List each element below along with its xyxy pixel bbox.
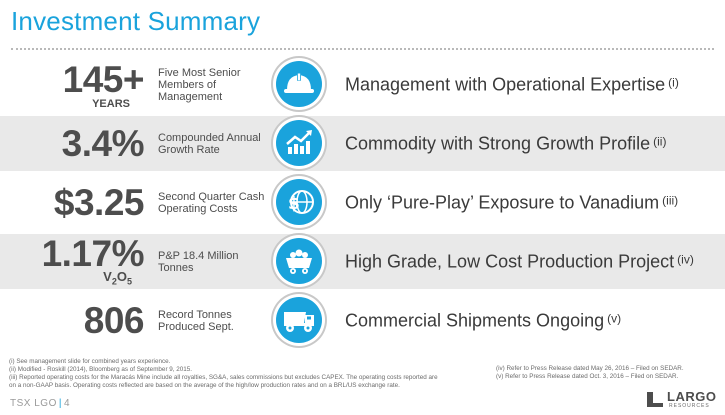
stat-block: 1.17% V2O5 xyxy=(0,233,150,289)
mine-cart-icon xyxy=(276,238,322,284)
footnote: on a non-GAAP basis. Operating costs ref… xyxy=(9,382,400,389)
unit-subscript-2: 2 xyxy=(111,277,117,287)
title-divider xyxy=(11,48,714,50)
row-headline: Management with Operational Expertise (i) xyxy=(345,74,679,95)
summary-rows: 145+ YEARS Five Most Senior Members of M… xyxy=(0,57,725,352)
stat-block: 806 xyxy=(0,293,150,348)
growth-chart-icon xyxy=(276,120,322,166)
hard-hat-icon xyxy=(276,61,322,107)
headline-text: Commercial Shipments Ongoing xyxy=(345,310,605,330)
row-headline: Only ‘Pure-Play’ Exposure to Vanadium (ii… xyxy=(345,192,678,213)
stat-description: Record Tonnes Produced Sept. xyxy=(158,308,234,333)
headline-text: Management with Operational Expertise xyxy=(345,74,666,94)
logo-wordmark: LARGO xyxy=(667,389,717,404)
footnotes-left: (i) See management slide for combined ye… xyxy=(9,358,484,390)
footnote: (iii) Reported operating costs for the M… xyxy=(9,374,438,381)
page-title: Investment Summary xyxy=(11,6,261,36)
footer-separator: | xyxy=(58,398,62,409)
unit-letter-o: O xyxy=(116,269,127,285)
dollar-globe-icon: $ xyxy=(276,179,322,225)
headline-text: Only ‘Pure-Play’ Exposure to Vanadium xyxy=(345,192,660,212)
row-headline: High Grade, Low Cost Production Project(… xyxy=(345,251,694,272)
stat-block: $3.25 xyxy=(0,175,150,230)
stat-value: 1.17% xyxy=(41,233,145,274)
unit-letter-v: V xyxy=(103,269,112,285)
stat-value: 145+ xyxy=(62,59,145,100)
summary-row-commodity: 3.4% Compounded Annual Growth Rate Commo… xyxy=(0,116,725,171)
headline-footnote-ref: (ii) xyxy=(653,134,667,148)
logo-subtitle: RESOURCES xyxy=(669,403,710,409)
footnote: (i) See management slide for combined ye… xyxy=(9,358,171,365)
footnotes-right: (iv) Refer to Press Release dated May 26… xyxy=(496,365,716,381)
stat-description: Compounded Annual Growth Rate xyxy=(158,131,261,156)
row-headline: Commercial Shipments Ongoing (v) xyxy=(345,310,621,331)
stat-block: 3.4% xyxy=(0,116,150,171)
stat-value: 806 xyxy=(83,300,145,341)
company-logo: LARGO RESOURCES xyxy=(645,387,717,411)
headline-text: High Grade, Low Cost Production Project xyxy=(345,251,675,271)
summary-row-shipments: 806 Record Tonnes Produced Sept. Commerc… xyxy=(0,293,725,348)
headline-footnote-ref: (iii) xyxy=(662,193,679,207)
stat-description: Five Most Senior Members of Management xyxy=(158,66,241,103)
footnote: (ii) Modified - Roskill (2014), Bloomber… xyxy=(9,366,193,373)
footnote: (iv) Refer to Press Release dated May 26… xyxy=(496,365,684,372)
haul-truck-icon xyxy=(276,297,322,343)
stat-value: $3.25 xyxy=(53,182,145,223)
headline-footnote-ref: (v) xyxy=(607,311,622,325)
stat-value: 3.4% xyxy=(61,123,145,164)
stat-unit: V2O5 xyxy=(103,269,132,287)
stat-description: Second Quarter Cash Operating Costs xyxy=(158,190,265,215)
stat-unit: YEARS xyxy=(92,98,130,110)
stat-description: P&P 18.4 Million Tonnes xyxy=(158,249,239,274)
logo-mark-icon xyxy=(647,392,663,407)
svg-text:$: $ xyxy=(288,194,300,214)
footnote: (v) Refer to Press Release dated Oct. 3,… xyxy=(496,373,679,380)
summary-row-management: 145+ YEARS Five Most Senior Members of M… xyxy=(0,57,725,112)
headline-text: Commodity with Strong Growth Profile xyxy=(345,133,651,153)
page-number: 4 xyxy=(63,398,71,409)
stat-block: 145+ YEARS xyxy=(0,57,150,112)
summary-row-vanadium: $3.25 Second Quarter Cash Operating Cost… xyxy=(0,175,725,230)
summary-row-project: 1.17% V2O5 P&P 18.4 Million Tonnes High … xyxy=(0,233,725,289)
row-headline: Commodity with Strong Growth Profile (ii) xyxy=(345,133,666,154)
unit-subscript-5: 5 xyxy=(126,277,132,287)
headline-footnote-ref: (iv) xyxy=(677,252,694,266)
headline-footnote-ref: (i) xyxy=(668,75,679,89)
footer-ticker: TSX LGO xyxy=(10,398,57,409)
footer-label: TSX LGO | 4 xyxy=(10,398,70,409)
